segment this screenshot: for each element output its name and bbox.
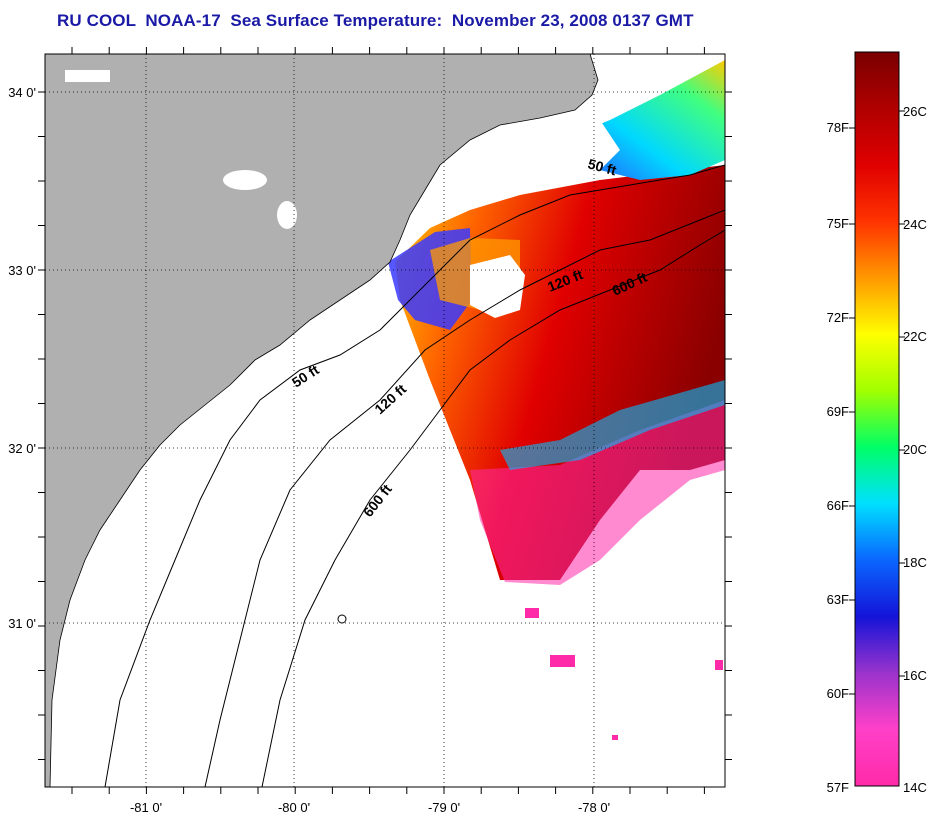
colorbar-c-label: 14C: [903, 780, 927, 795]
lon-tick-label: -78 0': [578, 800, 610, 815]
depth-contours: [104, 164, 725, 787]
colorbar: [854, 51, 900, 787]
sst-swath: [388, 60, 725, 740]
colorbar-f-label: 60F: [827, 686, 849, 701]
contour-label: 50 ft: [586, 155, 618, 178]
tick-marks: [38, 47, 732, 794]
colorbar-c-label: 16C: [903, 668, 927, 683]
colorbar-c-label: 20C: [903, 442, 927, 457]
colorbar-f-label: 57F: [827, 780, 849, 795]
lat-tick-label: 33 0': [8, 263, 36, 278]
colorbar-c-label: 22C: [903, 329, 927, 344]
lat-tick-label: 34 0': [8, 85, 36, 100]
colorbar-f-label: 72F: [827, 310, 849, 325]
lon-tick-label: -81 0': [130, 800, 162, 815]
graticule: [45, 54, 725, 787]
colorbar-f-label: 69F: [827, 404, 849, 419]
colorbar-f-label: 63F: [827, 592, 849, 607]
colorbar-c-label: 18C: [903, 555, 927, 570]
colorbar-c-label: 26C: [903, 104, 927, 119]
land: [45, 54, 599, 787]
lat-tick-label: 32 0': [8, 441, 36, 456]
colorbar-ticks: [849, 110, 905, 695]
page-title: RU COOL NOAA-17 Sea Surface Temperature:…: [57, 11, 694, 30]
colorbar-f-label: 78F: [827, 120, 849, 135]
colorbar-f-label: 66F: [827, 498, 849, 513]
plot-frame: [44, 53, 726, 788]
colorbar-f-label: 75F: [827, 216, 849, 231]
colorbar-c-label: 24C: [903, 217, 927, 232]
lon-tick-label: -79 0': [428, 800, 460, 815]
lat-tick-label: 31 0': [8, 616, 36, 631]
lon-tick-label: -80 0': [278, 800, 310, 815]
